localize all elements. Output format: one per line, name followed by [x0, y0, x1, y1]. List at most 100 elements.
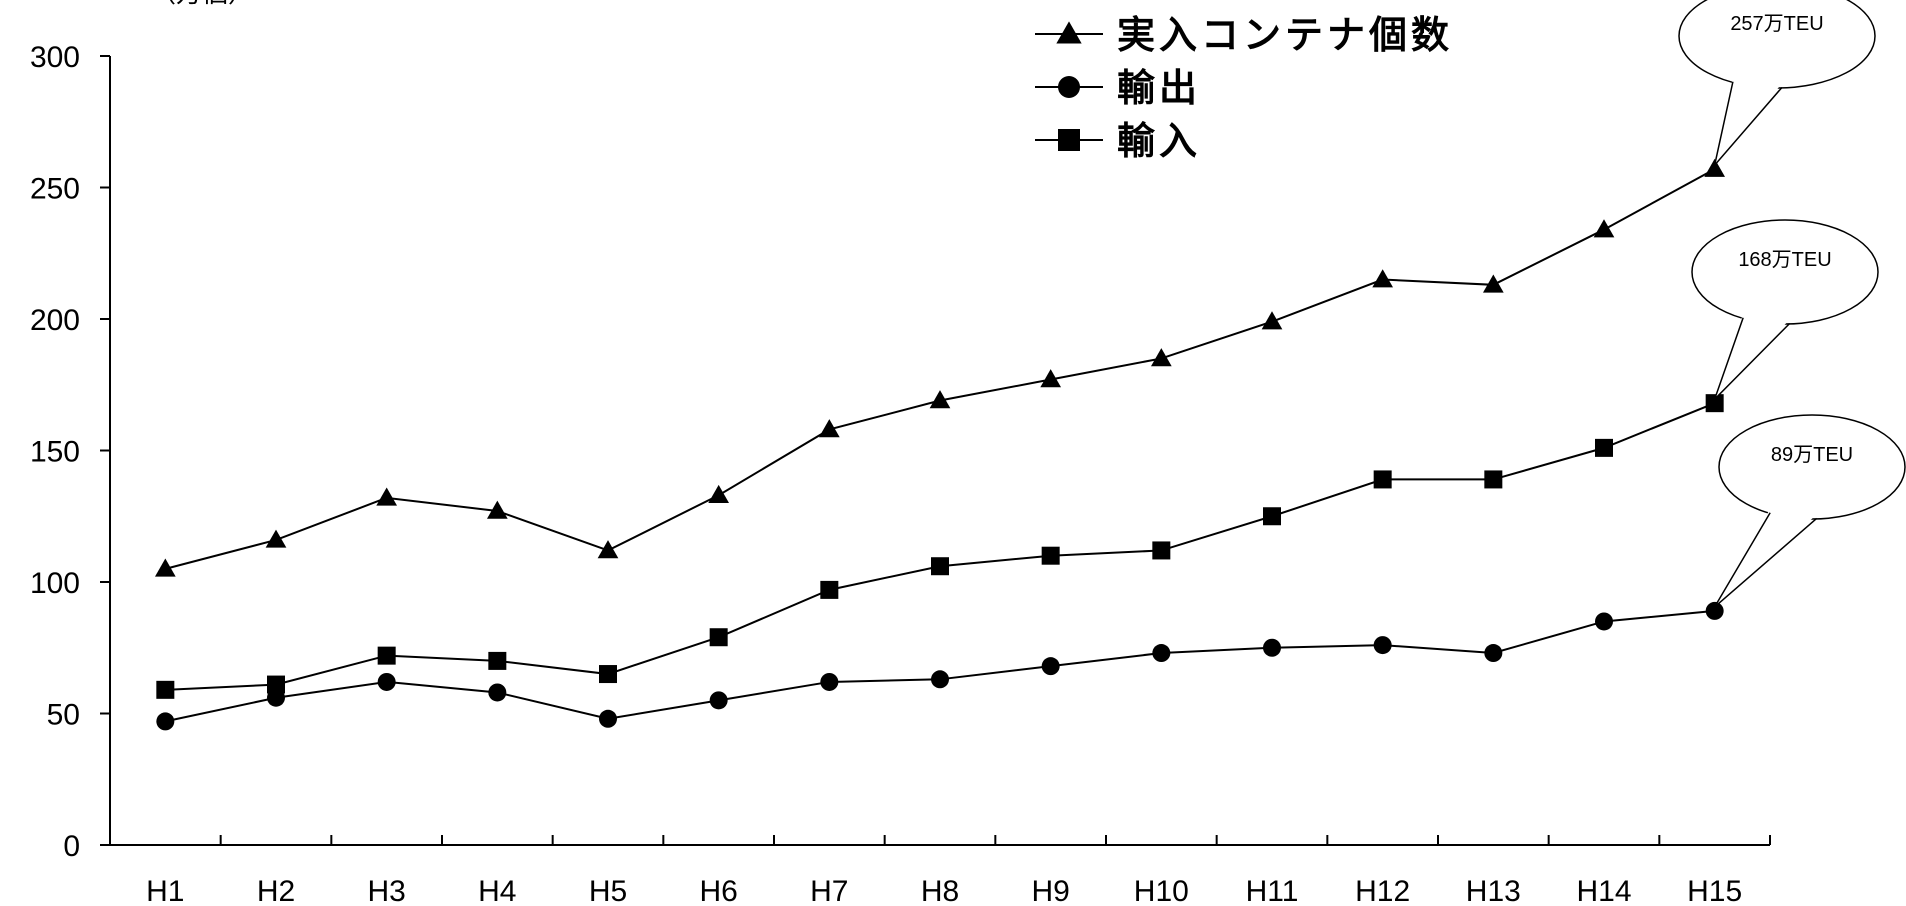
y-tick-label: 150 — [30, 436, 80, 469]
x-tick-label: H6 — [699, 875, 737, 906]
y-tick-label: 250 — [30, 173, 80, 206]
x-tick-label: H10 — [1134, 875, 1189, 906]
y-tick-label: 100 — [30, 567, 80, 600]
callout-label: 89万TEU — [1771, 444, 1853, 466]
data-point-circle — [1373, 636, 1392, 655]
y-tick-label: 50 — [47, 699, 80, 732]
x-axis-ticks: H1 H2 H3 H4 H5 H6 H7 H8 H9 H10 H11 H12 H13 H14 H15 — [109, 835, 1771, 906]
x-tick-label: H1 — [146, 875, 184, 906]
y-tick-label: 200 — [30, 304, 80, 337]
data-point-square — [820, 580, 839, 599]
x-tick-label: H11 — [1246, 875, 1299, 906]
x-tick-label: H8 — [921, 875, 959, 906]
legend-label: 実入コンテナ個数 — [1117, 13, 1453, 57]
callout-tail — [1714, 512, 1818, 608]
data-point-square — [599, 665, 617, 684]
data-point-circle — [1263, 638, 1281, 657]
data-point-square — [1705, 394, 1724, 413]
callout: 89万TEU — [1714, 414, 1906, 608]
x-tick-label: H3 — [367, 875, 405, 906]
data-point-triangle — [1372, 269, 1394, 288]
callout-bubble — [1691, 219, 1879, 325]
series-circle — [156, 601, 1724, 731]
data-point-circle — [931, 670, 949, 689]
callout-tail-fill — [1714, 77, 1782, 166]
data-point-triangle — [708, 484, 730, 503]
legend-marker-circle — [1058, 76, 1080, 98]
x-tick-label: H13 — [1466, 875, 1521, 906]
data-point-triangle — [1704, 158, 1726, 177]
data-point-square — [1152, 541, 1171, 560]
data-point-square — [709, 628, 728, 647]
callout-bubble — [1718, 414, 1906, 520]
series-line — [165, 402, 1716, 691]
series-line — [165, 168, 1716, 570]
data-point-circle — [1705, 601, 1724, 620]
callout-tail — [1713, 81, 1783, 166]
legend-item: 輸入 — [1035, 119, 1201, 163]
y-tick-label: 300 — [30, 41, 80, 74]
callouts: 257万TEU 168万TEU 89万TEU — [1678, 0, 1906, 608]
unit-label: （万個） — [150, 0, 254, 9]
data-point-triangle — [597, 540, 619, 559]
data-point-triangle — [1261, 311, 1283, 330]
data-point-circle — [1595, 612, 1613, 631]
data-point-triangle — [486, 500, 508, 519]
series-square — [156, 394, 1724, 699]
data-point-circle — [156, 712, 175, 731]
data-point-triangle — [1593, 219, 1615, 238]
data-point-circle — [377, 672, 396, 691]
data-point-square — [267, 675, 285, 694]
legend-label: 輸出 — [1117, 66, 1201, 110]
data-point-circle — [1152, 644, 1171, 663]
data-point-square — [1484, 470, 1503, 489]
x-tick-label: H14 — [1576, 875, 1631, 906]
data-point-triangle — [1482, 274, 1504, 293]
data-point-triangle — [154, 558, 176, 577]
x-tick-label: H5 — [589, 875, 627, 906]
x-tick-label: H7 — [810, 875, 848, 906]
data-point-circle — [488, 683, 507, 702]
series-layer — [154, 158, 1726, 731]
data-point-triangle — [376, 487, 398, 506]
x-tick-label: H4 — [478, 875, 516, 906]
legend-item: 実入コンテナ個数 — [1035, 13, 1453, 57]
data-point-triangle — [929, 390, 951, 409]
callout-tail — [1713, 317, 1791, 400]
x-tick-label: H2 — [257, 875, 295, 906]
y-axis-ticks: 0 50 100 150 200 250 300 — [30, 41, 110, 863]
data-point-circle — [1484, 644, 1503, 663]
callout: 257万TEU — [1678, 0, 1876, 166]
data-point-square — [931, 557, 949, 576]
legend-item: 輸出 — [1035, 66, 1201, 110]
data-point-square — [377, 646, 396, 665]
data-point-triangle — [1150, 348, 1172, 367]
callout: 168万TEU — [1691, 219, 1879, 400]
series-line — [165, 609, 1715, 723]
data-point-triangle — [265, 529, 287, 548]
data-point-square — [1041, 546, 1060, 565]
data-point-triangle — [1040, 369, 1062, 388]
x-tick-label: H9 — [1031, 875, 1069, 906]
legend-marker-triangle — [1056, 21, 1082, 44]
data-point-square — [1373, 470, 1392, 489]
data-point-square — [156, 680, 175, 699]
x-tick-label: H15 — [1687, 875, 1742, 906]
y-tick-label: 0 — [63, 830, 80, 863]
data-point-triangle — [818, 419, 840, 438]
data-point-circle — [1041, 657, 1060, 676]
callout-tail-fill — [1714, 508, 1817, 607]
data-point-circle — [709, 691, 728, 710]
series-triangle — [154, 158, 1726, 577]
callout-label: 257万TEU — [1730, 13, 1823, 35]
data-point-circle — [599, 709, 617, 728]
data-point-square — [488, 651, 507, 670]
x-tick-label: H12 — [1355, 875, 1410, 906]
legend-label: 輸入 — [1117, 119, 1201, 163]
data-point-square — [1595, 438, 1613, 457]
callout-label: 168万TEU — [1738, 249, 1831, 271]
legend-marker-square — [1058, 129, 1080, 151]
data-point-square — [1263, 507, 1281, 526]
